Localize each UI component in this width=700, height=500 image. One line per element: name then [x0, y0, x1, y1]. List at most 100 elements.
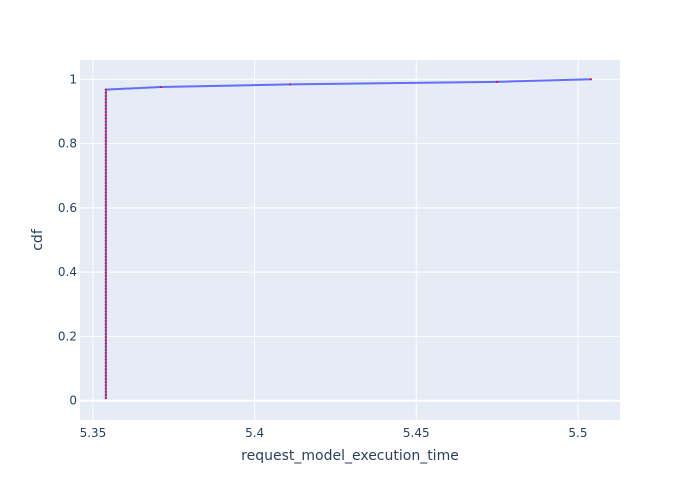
- data-point: [104, 143, 107, 146]
- tick-labels: 5.35 5.4 5.45 5.5 0 0.2 0.4 0.6 0.8 1: [58, 72, 588, 440]
- data-point: [104, 133, 107, 136]
- y-tick-label: 1: [69, 72, 77, 86]
- plot-area: [80, 60, 620, 420]
- data-point: [104, 242, 107, 245]
- data-point: [104, 139, 107, 143]
- data-point: [104, 188, 107, 191]
- data-point: [289, 83, 292, 86]
- data-point: [104, 262, 107, 265]
- y-tick-label: 0.8: [58, 137, 77, 151]
- data-point: [104, 245, 107, 249]
- data-point: [104, 130, 107, 133]
- data-point: [104, 377, 107, 380]
- data-point: [104, 110, 107, 114]
- data-point: [104, 165, 107, 168]
- data-point: [104, 278, 107, 281]
- data-point: [104, 258, 107, 262]
- data-point: [104, 281, 107, 284]
- data-point: [104, 155, 107, 159]
- data-point: [104, 348, 107, 352]
- data-point: [104, 358, 107, 361]
- data-point: [104, 223, 107, 226]
- data-point: [104, 313, 107, 316]
- data-point: [104, 390, 107, 393]
- data-point: [104, 172, 107, 175]
- data-point: [104, 297, 107, 300]
- data-point: [104, 194, 107, 197]
- x-axis-title: request_model_execution_time: [241, 448, 459, 464]
- data-point: [104, 233, 107, 236]
- data-point: [104, 104, 107, 107]
- data-point: [104, 123, 107, 127]
- data-point: [104, 162, 107, 165]
- data-point: [104, 117, 107, 120]
- data-point: [104, 168, 107, 172]
- data-point: [104, 146, 107, 149]
- data-point: [104, 210, 107, 213]
- data-point: [104, 274, 107, 278]
- y-tick-label: 0.2: [58, 329, 77, 343]
- data-point: [104, 159, 107, 162]
- y-tick-label: 0.6: [58, 201, 77, 215]
- data-point: [104, 197, 107, 200]
- data-point: [104, 393, 107, 397]
- data-point: [104, 303, 107, 307]
- data-point: [104, 319, 107, 323]
- data-point: [104, 355, 107, 358]
- data-point: [104, 255, 107, 258]
- data-point: [104, 265, 107, 268]
- data-point: [104, 229, 107, 233]
- data-point: [104, 213, 107, 217]
- data-point: [104, 239, 107, 242]
- data-point: [104, 387, 107, 390]
- x-tick-label: 5.5: [568, 426, 587, 440]
- data-point: [104, 226, 107, 229]
- data-point: [104, 136, 107, 139]
- data-point: [104, 181, 107, 184]
- data-point: [104, 178, 107, 181]
- data-point: [104, 310, 107, 313]
- y-axis-title: cdf: [30, 228, 46, 251]
- data-point: [496, 80, 499, 83]
- data-point: [104, 271, 107, 274]
- data-point: [104, 368, 107, 371]
- data-point: [104, 323, 107, 326]
- data-point: [104, 191, 107, 194]
- data-point: [104, 307, 107, 310]
- data-point: [104, 342, 107, 345]
- x-tick-label: 5.35: [80, 426, 107, 440]
- data-point: [104, 326, 107, 329]
- data-point: [104, 94, 107, 98]
- data-point: [104, 380, 107, 384]
- data-point: [104, 236, 107, 239]
- data-point: [104, 88, 107, 91]
- data-point: [104, 352, 107, 355]
- data-point: [104, 339, 107, 342]
- data-point: [104, 287, 107, 290]
- data-point: [159, 85, 162, 89]
- series-layer: [104, 78, 592, 400]
- data-point: [104, 91, 107, 94]
- data-point: [104, 371, 107, 374]
- data-point: [104, 290, 107, 294]
- data-point: [104, 127, 107, 130]
- data-point: [104, 98, 107, 101]
- data-point: [104, 101, 107, 104]
- y-tick-label: 0: [69, 394, 77, 408]
- data-point: [104, 397, 107, 400]
- data-point: [104, 332, 107, 335]
- data-point: [104, 364, 107, 368]
- gridlines: [80, 60, 620, 420]
- data-point: [104, 149, 107, 152]
- data-point: [104, 374, 107, 377]
- data-point: [104, 217, 107, 220]
- data-point: [104, 294, 107, 297]
- data-point: [104, 249, 107, 252]
- data-point: [104, 384, 107, 387]
- data-point: [104, 361, 107, 364]
- data-point: [104, 268, 107, 271]
- data-point: [104, 329, 107, 332]
- data-point: [104, 220, 107, 223]
- data-point: [104, 204, 107, 207]
